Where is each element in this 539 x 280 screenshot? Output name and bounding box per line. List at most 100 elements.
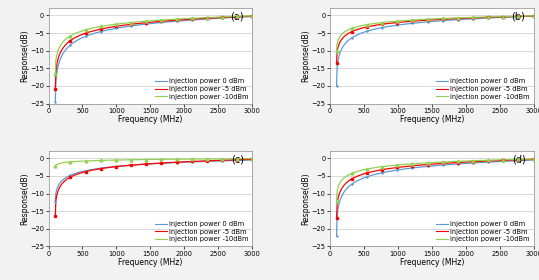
injection power -5 dBm <box>116 24 123 27</box>
injection power -5 dBm <box>195 160 202 163</box>
injection power 0 dBm <box>76 38 82 41</box>
X-axis label: Frequency (MHz): Frequency (MHz) <box>118 258 183 267</box>
injection power -10dBm <box>398 163 404 166</box>
Legend: injection power 0 dBm, injection power -5 dBm, injection power -10dBm: injection power 0 dBm, injection power -… <box>436 78 530 100</box>
Text: (d): (d) <box>512 154 526 164</box>
injection power -5 dBm <box>457 161 464 164</box>
injection power 0 dBm <box>476 17 483 20</box>
injection power -10dBm <box>52 164 59 168</box>
injection power -5 dBm <box>176 18 183 22</box>
injection power 0 dBm <box>116 26 123 29</box>
injection power -10dBm <box>195 16 202 20</box>
injection power -5 dBm <box>398 165 404 169</box>
injection power -10dBm <box>333 49 340 52</box>
injection power -10dBm <box>176 17 183 21</box>
injection power -10dBm <box>411 162 418 165</box>
Line: injection power -10dBm: injection power -10dBm <box>336 159 534 200</box>
injection power 0 dBm <box>52 201 59 204</box>
X-axis label: Frequency (MHz): Frequency (MHz) <box>399 115 464 124</box>
injection power -10dBm <box>194 157 201 161</box>
injection power -10dBm <box>475 159 482 162</box>
injection power -5 dBm <box>475 16 482 19</box>
Y-axis label: Response(dB): Response(dB) <box>301 30 310 82</box>
Line: injection power -5 dBm: injection power -5 dBm <box>336 159 534 218</box>
injection power 0 dBm <box>194 18 201 21</box>
Line: injection power 0 dBm: injection power 0 dBm <box>336 160 534 236</box>
injection power -10dBm <box>116 22 123 25</box>
injection power -10dBm <box>398 19 404 22</box>
injection power -10dBm <box>530 157 537 161</box>
injection power -10dBm <box>457 16 464 20</box>
Line: injection power -10dBm: injection power -10dBm <box>56 16 252 74</box>
injection power -5 dBm <box>76 172 82 175</box>
injection power -10dBm <box>249 14 255 17</box>
injection power -5 dBm <box>398 20 404 24</box>
injection power -5 dBm <box>411 164 418 167</box>
injection power -5 dBm <box>130 163 136 167</box>
Legend: injection power 0 dBm, injection power -5 dBm, injection power -10dBm: injection power 0 dBm, injection power -… <box>436 220 530 243</box>
X-axis label: Frequency (MHz): Frequency (MHz) <box>399 258 464 267</box>
Text: (a): (a) <box>231 11 244 21</box>
injection power -5 dBm <box>116 165 123 168</box>
injection power -10dBm <box>176 157 183 161</box>
injection power 0 dBm <box>195 160 202 163</box>
injection power -10dBm <box>476 15 483 19</box>
injection power 0 dBm <box>249 158 255 162</box>
injection power -10dBm <box>52 72 59 75</box>
injection power 0 dBm <box>130 24 136 27</box>
injection power -5 dBm <box>530 158 537 161</box>
injection power -10dBm <box>249 157 255 160</box>
injection power -5 dBm <box>52 88 59 91</box>
injection power 0 dBm <box>116 164 123 168</box>
injection power -5 dBm <box>194 160 201 163</box>
injection power -10dBm <box>530 14 537 17</box>
injection power 0 dBm <box>333 234 340 237</box>
injection power -5 dBm <box>357 173 363 177</box>
injection power -10dBm <box>333 199 340 202</box>
injection power 0 dBm <box>176 19 183 23</box>
Legend: injection power 0 dBm, injection power -5 dBm, injection power -10dBm: injection power 0 dBm, injection power -… <box>154 78 249 100</box>
injection power -5 dBm <box>357 27 363 30</box>
Text: (b): (b) <box>512 11 526 21</box>
injection power -10dBm <box>130 158 136 161</box>
injection power 0 dBm <box>457 18 464 21</box>
injection power 0 dBm <box>530 158 537 162</box>
injection power -10dBm <box>76 160 82 163</box>
injection power -10dBm <box>357 24 363 28</box>
injection power -10dBm <box>411 18 418 22</box>
injection power -10dBm <box>76 30 82 34</box>
injection power -10dBm <box>194 16 201 20</box>
injection power 0 dBm <box>411 21 418 25</box>
Line: injection power -10dBm: injection power -10dBm <box>336 16 534 51</box>
injection power -5 dBm <box>333 216 340 220</box>
injection power -5 dBm <box>411 19 418 23</box>
Y-axis label: Response(dB): Response(dB) <box>20 30 29 82</box>
Line: injection power -5 dBm: injection power -5 dBm <box>336 16 534 63</box>
Line: injection power 0 dBm: injection power 0 dBm <box>56 17 252 102</box>
injection power 0 dBm <box>398 23 404 26</box>
injection power 0 dBm <box>357 178 363 181</box>
injection power -5 dBm <box>194 17 201 20</box>
injection power -10dBm <box>475 15 482 19</box>
injection power -5 dBm <box>176 160 183 164</box>
Line: injection power 0 dBm: injection power 0 dBm <box>336 16 534 86</box>
injection power 0 dBm <box>475 161 482 164</box>
injection power 0 dBm <box>176 161 183 164</box>
injection power 0 dBm <box>195 18 202 21</box>
Line: injection power -5 dBm: injection power -5 dBm <box>56 16 252 90</box>
injection power -5 dBm <box>249 158 255 161</box>
injection power -5 dBm <box>195 17 202 20</box>
Y-axis label: Response(dB): Response(dB) <box>20 172 29 225</box>
injection power -10dBm <box>457 160 464 163</box>
injection power 0 dBm <box>333 84 340 88</box>
injection power -5 dBm <box>457 17 464 20</box>
injection power -5 dBm <box>475 160 482 163</box>
injection power -10dBm <box>357 169 363 172</box>
injection power 0 dBm <box>52 100 59 104</box>
injection power -10dBm <box>195 157 202 161</box>
injection power -10dBm <box>116 158 123 162</box>
injection power -5 dBm <box>52 215 59 218</box>
X-axis label: Frequency (MHz): Frequency (MHz) <box>118 115 183 124</box>
injection power -5 dBm <box>76 34 82 38</box>
injection power 0 dBm <box>475 17 482 20</box>
